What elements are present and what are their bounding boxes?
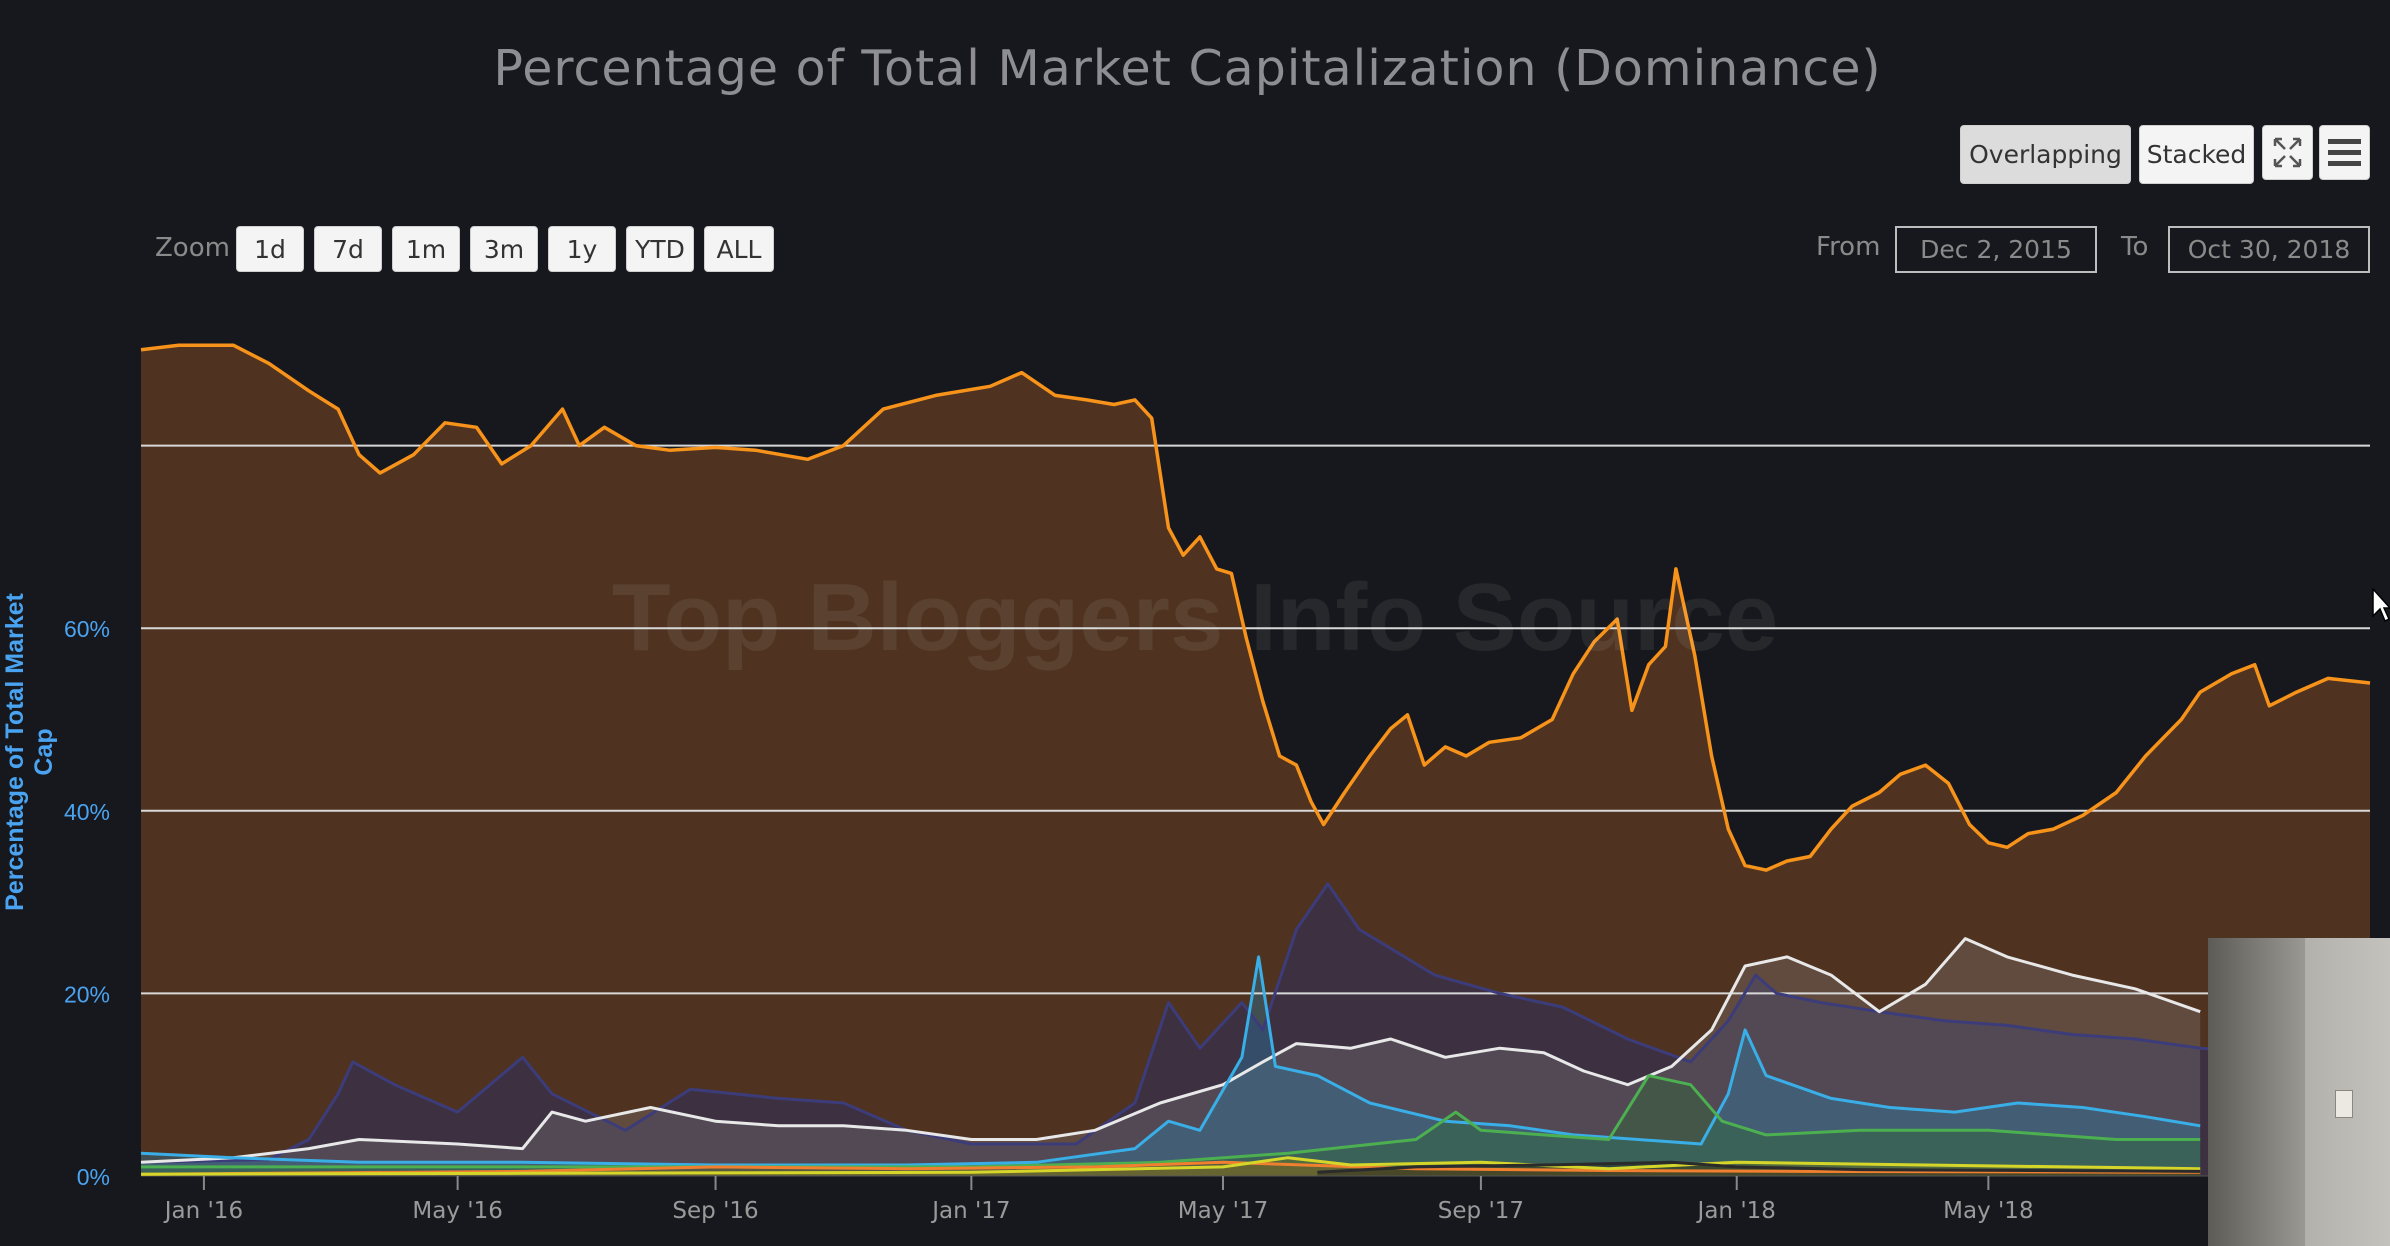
x-tick-label: Jan '17 bbox=[930, 1198, 1010, 1224]
x-tick-label: May '18 bbox=[1943, 1198, 2033, 1224]
video-overlay bbox=[2208, 938, 2390, 1246]
series-area-dash bbox=[141, 956, 2201, 1176]
series-line-ethereum bbox=[140, 937, 2201, 1164]
zoom-button-3m[interactable]: 3m bbox=[470, 226, 538, 272]
series-line-other-orange bbox=[140, 1160, 2201, 1176]
menu-button[interactable] bbox=[2319, 125, 2370, 180]
x-tick-label: Jan '16 bbox=[163, 1198, 243, 1224]
fullscreen-button[interactable] bbox=[2262, 125, 2313, 180]
series-line-ripple bbox=[140, 882, 2266, 1164]
to-label: To bbox=[2121, 232, 2149, 262]
series-line-other-yellow bbox=[140, 1156, 2201, 1176]
mouse-cursor-icon bbox=[2372, 588, 2390, 623]
x-tick-label: May '16 bbox=[412, 1198, 502, 1224]
y-tick-label: 40% bbox=[64, 799, 110, 825]
y-tick-label: 0% bbox=[77, 1164, 110, 1190]
series-area-litecoin bbox=[141, 1075, 2201, 1176]
series-line-bitcoin bbox=[140, 343, 2371, 872]
x-tick-label: Jan '18 bbox=[1696, 1198, 1776, 1224]
fullscreen-icon bbox=[2273, 137, 2302, 168]
x-tick-label: Sep '16 bbox=[672, 1198, 758, 1224]
zoom-button-ytd[interactable]: YTD bbox=[626, 226, 694, 272]
to-date-input[interactable]: Oct 30, 2018 bbox=[2168, 226, 2370, 273]
series-line-dash bbox=[140, 955, 2201, 1167]
series-line-other-dark bbox=[1317, 1160, 2201, 1174]
y-tick-label: 20% bbox=[64, 981, 110, 1007]
zoom-button-1d[interactable]: 1d bbox=[236, 226, 304, 272]
y-axis-label: Percentage of Total Market Cap bbox=[1, 593, 58, 911]
zoom-button-1m[interactable]: 1m bbox=[392, 226, 460, 272]
zoom-button-7d[interactable]: 7d bbox=[314, 226, 382, 272]
chart-title: Percentage of Total Market Capitalizatio… bbox=[493, 40, 1882, 97]
menu-icon bbox=[2328, 139, 2361, 166]
y-tick-label: 60% bbox=[64, 616, 110, 642]
stacked-button[interactable]: Stacked bbox=[2139, 125, 2254, 184]
series-area-ripple bbox=[141, 883, 2266, 1176]
zoom-button-all[interactable]: ALL bbox=[704, 226, 774, 272]
from-label: From bbox=[1816, 232, 1881, 262]
zoom-button-1y[interactable]: 1y bbox=[548, 226, 616, 272]
x-tick-label: May '17 bbox=[1178, 1198, 1268, 1224]
series-area-ethereum bbox=[141, 938, 2201, 1176]
watermark: Top Bloggers Info Source bbox=[612, 564, 1778, 671]
from-date-input[interactable]: Dec 2, 2015 bbox=[1895, 226, 2097, 273]
overlapping-button[interactable]: Overlapping bbox=[1960, 125, 2131, 184]
light-switch bbox=[2335, 1090, 2353, 1118]
x-tick-label: Sep '17 bbox=[1438, 1198, 1524, 1224]
zoom-label: Zoom bbox=[155, 233, 230, 263]
series-line-litecoin bbox=[141, 1074, 2201, 1169]
